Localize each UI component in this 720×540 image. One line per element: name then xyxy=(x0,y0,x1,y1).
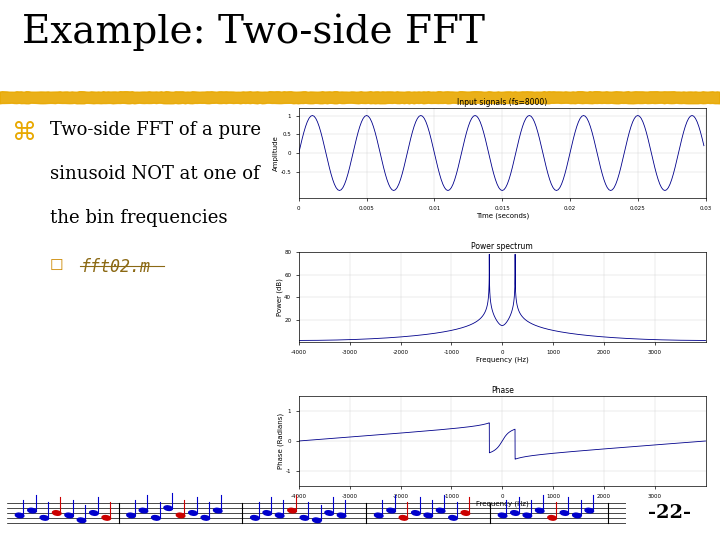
Y-axis label: Phase (Radians): Phase (Radians) xyxy=(278,413,284,469)
Ellipse shape xyxy=(536,508,544,513)
Ellipse shape xyxy=(53,511,61,515)
X-axis label: Frequency (Hz): Frequency (Hz) xyxy=(476,356,528,362)
Ellipse shape xyxy=(89,511,98,515)
Ellipse shape xyxy=(337,513,346,518)
Ellipse shape xyxy=(312,518,321,523)
Ellipse shape xyxy=(523,513,531,518)
Ellipse shape xyxy=(164,506,173,510)
Ellipse shape xyxy=(176,513,185,518)
Ellipse shape xyxy=(139,508,148,513)
Ellipse shape xyxy=(325,511,333,515)
Ellipse shape xyxy=(102,516,111,520)
Ellipse shape xyxy=(510,511,519,515)
Ellipse shape xyxy=(77,518,86,523)
Ellipse shape xyxy=(275,513,284,518)
Text: ☐: ☐ xyxy=(50,258,63,273)
Ellipse shape xyxy=(251,516,259,520)
Ellipse shape xyxy=(436,508,445,513)
Ellipse shape xyxy=(189,511,197,515)
Text: Example: Two-side FFT: Example: Two-side FFT xyxy=(22,14,485,51)
Ellipse shape xyxy=(27,508,36,513)
Ellipse shape xyxy=(387,508,395,513)
Ellipse shape xyxy=(548,516,557,520)
Ellipse shape xyxy=(300,516,309,520)
Text: ⌘: ⌘ xyxy=(12,121,37,145)
Ellipse shape xyxy=(498,513,507,518)
Text: fft02.m: fft02.m xyxy=(81,258,150,276)
Title: Phase: Phase xyxy=(491,386,513,395)
Ellipse shape xyxy=(40,516,49,520)
Text: -22-: -22- xyxy=(648,504,691,522)
Ellipse shape xyxy=(424,513,433,518)
Ellipse shape xyxy=(151,516,160,520)
Ellipse shape xyxy=(213,508,222,513)
Ellipse shape xyxy=(65,513,73,518)
Ellipse shape xyxy=(201,516,210,520)
Ellipse shape xyxy=(374,513,383,518)
Ellipse shape xyxy=(449,516,457,520)
Text: Two-side FFT of a pure: Two-side FFT of a pure xyxy=(50,121,261,139)
Ellipse shape xyxy=(263,511,271,515)
Ellipse shape xyxy=(127,513,135,518)
Title: Input signals (fs=8000): Input signals (fs=8000) xyxy=(457,98,547,107)
Polygon shape xyxy=(0,92,720,104)
Ellipse shape xyxy=(560,511,569,515)
Title: Power spectrum: Power spectrum xyxy=(472,242,533,251)
Ellipse shape xyxy=(585,508,593,513)
X-axis label: Frequency (Hz): Frequency (Hz) xyxy=(476,500,528,507)
Ellipse shape xyxy=(461,511,469,515)
Ellipse shape xyxy=(399,516,408,520)
Ellipse shape xyxy=(288,508,297,513)
X-axis label: Time (seconds): Time (seconds) xyxy=(476,212,528,219)
Ellipse shape xyxy=(15,513,24,518)
Y-axis label: Amplitude: Amplitude xyxy=(273,135,279,171)
Ellipse shape xyxy=(572,513,581,518)
Text: the bin frequencies: the bin frequencies xyxy=(50,210,227,227)
Text: sinusoid NOT at one of: sinusoid NOT at one of xyxy=(50,165,259,183)
Ellipse shape xyxy=(412,511,420,515)
Y-axis label: Power (dB): Power (dB) xyxy=(276,278,283,316)
